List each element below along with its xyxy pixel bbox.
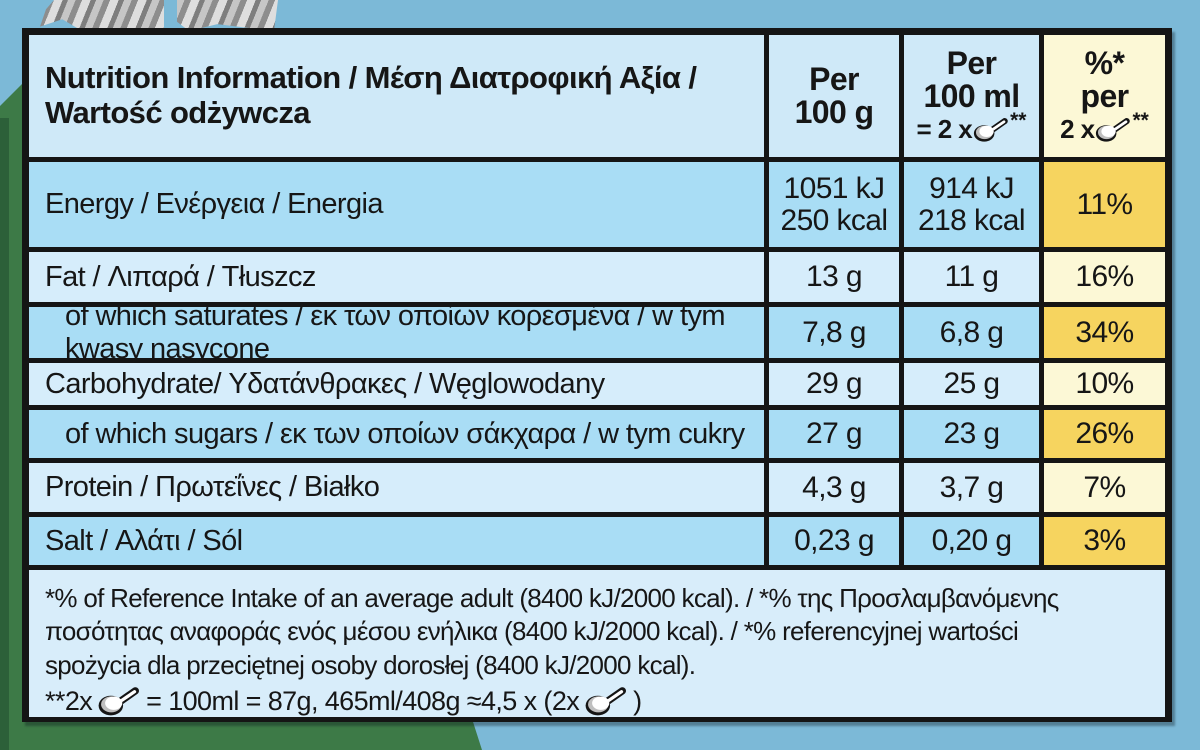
scoop-icon [1096,117,1131,142]
saturates-percent: 34% [1044,307,1165,358]
percent-scoop-equivalence: 2 x ** [1060,109,1149,145]
carbohydrate-per-100g: 29 g [769,363,899,405]
fat-percent: 16% [1044,252,1165,302]
scoop-icon [973,117,1008,142]
sugars-percent: 26% [1044,410,1165,458]
salt-per-100g: 0,23 g [769,517,899,565]
footnote-reference-intake: *% of Reference Intake of an average adu… [45,583,1059,680]
nutrition-table: Nutrition Information / Μέση Διατροφική … [22,28,1172,722]
carbohydrate-per-100ml: 25 g [904,363,1039,405]
salt-per-100ml: 0,20 g [904,517,1039,565]
row-label-salt: Salt / Αλάτι / Sól [29,517,764,565]
percent-line1: %* [1084,44,1125,81]
row-label-saturates: of which saturates / εκ των οποίων κορεσ… [29,300,764,365]
footnote-scoop-prefix: **2x [45,685,93,716]
footnote: *% of Reference Intake of an average adu… [29,570,1165,717]
energy-per-100ml: 914 kJ 218 kcal [904,162,1039,247]
footnote-scoop-middle: = 100ml = 87g, 465ml/408g ≈4,5 x (2x [146,685,580,716]
photo-fragment-left [40,0,164,31]
per-100ml-scoop-equivalence: = 2 x ** [916,109,1027,145]
per-100g-line2: 100 g [794,94,874,130]
protein-per-100g: 4,3 g [769,463,899,512]
background-green-edge [0,118,9,750]
percent-line2: per [1080,78,1130,114]
fat-per-100g: 13 g [769,252,899,302]
footnote-scoop-suffix: ) [633,685,642,716]
per-100ml-line2: 100 ml [923,78,1020,114]
sugars-per-100g: 27 g [769,410,899,458]
protein-percent: 7% [1044,463,1165,512]
table-title: Nutrition Information / Μέση Διατροφική … [29,35,764,157]
scoop-icon [98,687,140,716]
row-label-sugars: of which sugars / εκ των οποίων σάκχαρα … [29,410,764,458]
per-100ml-line1: Per [946,44,997,81]
protein-per-100ml: 3,7 g [904,463,1039,512]
scoop-icon [585,687,627,716]
energy-percent: 11% [1044,162,1165,247]
equiv-prefix: 2 x [1060,114,1095,145]
row-label-fat: Fat / Λιπαρά / Tłuszcz [29,252,764,302]
column-header-per-100g: Per 100 g [769,35,899,157]
row-label-protein: Protein / Πρωτεΐνες / Białko [29,463,764,512]
energy-per-100g: 1051 kJ 250 kcal [769,162,899,247]
row-label-energy: Energy / Ενέργεια / Energia [29,162,764,247]
sugars-per-100ml: 23 g [904,410,1039,458]
column-header-percent: %* per 2 x ** [1044,35,1165,157]
saturates-per-100ml: 6,8 g [904,307,1039,358]
per-100g-line1: Per [809,60,859,97]
row-label-carbohydrate: Carbohydrate/ Υδατάνθρακες / Węglowodany [29,363,764,405]
photo-fragment-right [177,0,278,31]
column-header-per-100ml: Per 100 ml = 2 x ** [904,35,1039,157]
equiv-prefix: = 2 x [916,114,973,145]
double-asterisk: ** [1010,108,1027,132]
carbohydrate-percent: 10% [1044,363,1165,405]
salt-percent: 3% [1044,517,1165,565]
footnote-scoop-equivalence: **2x = 100ml = 87g, 465ml/408g ≈4,5 x (2… [29,682,1165,717]
fat-per-100ml: 11 g [904,252,1039,302]
saturates-per-100g: 7,8 g [769,307,899,358]
double-asterisk: ** [1132,108,1149,132]
